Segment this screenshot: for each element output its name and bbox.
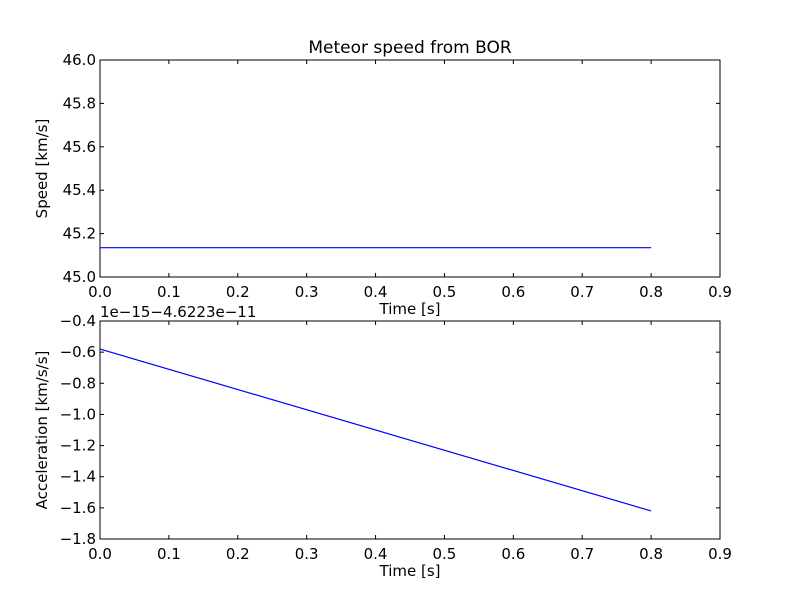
speed-y-tick-label: 45.2 [63,225,96,243]
accel-y-tick-label: −1.4 [60,468,96,486]
accel-y-axis-label: Acceleration [km/s/s] [33,351,51,510]
acceleration-subplot: 0.0 0.1 0.2 0.3 0.4 0.5 0.6 0.7 0.8 0.9 −1.8 −1.6 −1… [33,303,732,580]
accel-x-tick-label: 0.8 [639,545,663,563]
accel-x-tick-label: 0.4 [364,545,388,563]
accel-x-tick-label: 0.6 [501,545,525,563]
speed-x-tick-label: 0.6 [501,283,525,301]
speed-x-tick-label: 0.9 [708,283,732,301]
accel-y-tick-label: −1.8 [60,530,96,548]
accel-x-tick-label: 0.5 [433,545,457,563]
accel-x-tick-label: 0.1 [157,545,181,563]
speed-y-axis-label: Speed [km/s] [33,119,51,219]
accel-y-tick-label: −1.6 [60,499,96,517]
speed-y-tick-label: 45.6 [63,138,96,156]
accel-axes-frame [99,320,721,540]
speed-x-tick-label: 0.1 [157,283,181,301]
speed-x-tick-label: 0.7 [570,283,594,301]
accel-offset-text: 1e−15−4.6223e−11 [100,303,256,321]
accel-x-tick-label: 0.3 [295,545,319,563]
speed-y-tick-label: 46.0 [63,51,96,69]
speed-x-tick-label: 0.5 [433,283,457,301]
accel-y-tick-label: −0.8 [60,374,96,392]
accel-y-tick-label: −1.0 [60,405,96,423]
accel-y-tick-label: −0.4 [60,312,96,330]
accel-series-line [99,348,652,512]
chart-title: Meteor speed from BOR [308,38,512,58]
speed-x-tick-label: 0.4 [364,283,388,301]
accel-y-tick-label: −0.6 [60,343,96,361]
accel-x-tick-label: 0.9 [708,545,732,563]
speed-x-tick-label: 0.3 [295,283,319,301]
speed-y-tick-label: 45.0 [63,268,96,286]
speed-x-axis-label: Time [s] [379,300,441,318]
speed-y-tick-label: 45.8 [63,94,96,112]
accel-y-tick-label: −1.2 [60,437,96,455]
speed-x-tick-label: 0.2 [226,283,250,301]
speed-y-tick-label: 45.4 [63,181,96,199]
accel-x-tick-label: 0.0 [88,545,112,563]
accel-x-tick-label: 0.7 [570,545,594,563]
speed-x-tick-label: 0.0 [88,283,112,301]
speed-axes-frame [99,59,721,278]
speed-subplot: 0.0 0.1 0.2 0.3 0.4 0.5 0.6 0.7 0.8 0.9 45.0 45.2 45… [33,51,732,318]
speed-x-tick-label: 0.8 [639,283,663,301]
accel-x-axis-label: Time [s] [379,562,441,580]
accel-x-tick-label: 0.2 [226,545,250,563]
